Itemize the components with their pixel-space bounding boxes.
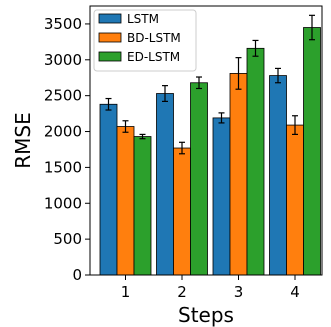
bar-ed-lstm-step-2: [190, 82, 208, 276]
error-bar-ed-lstm-step-4: [309, 14, 315, 41]
legend-swatch-lstm: [98, 13, 122, 24]
bar-ed-lstm-step-4: [303, 27, 321, 276]
legend-label-bd-lstm: BD-LSTM: [127, 31, 181, 45]
y-tick-label: 1500: [44, 158, 82, 176]
bars-layer: [99, 27, 321, 276]
bar-bd-lstm-step-1: [116, 126, 135, 276]
y-tick-label: 2000: [44, 123, 82, 141]
error-bar-bd-lstm-step-2: [179, 141, 185, 155]
error-bar-ed-lstm-step-2: [196, 76, 202, 90]
error-bar-bd-lstm-step-4: [292, 115, 298, 136]
error-bar-bd-lstm-step-3: [235, 57, 242, 90]
legend-swatch-bd-lstm: [98, 32, 122, 43]
legend-swatch-ed-lstm: [98, 51, 122, 62]
error-bars-layer: [105, 14, 315, 155]
x-axis: 1 2 3 4: [121, 275, 300, 301]
legend-label-ed-lstm: ED-LSTM: [127, 50, 180, 64]
x-tick-label: 2: [177, 283, 187, 301]
legend-label-lstm: LSTM: [127, 12, 159, 26]
y-axis-label: RMSE: [11, 112, 35, 168]
error-bar-lstm-step-4: [275, 67, 281, 84]
error-bar-ed-lstm-step-3: [252, 39, 259, 57]
y-tick-label: 3500: [44, 15, 82, 33]
x-tick-label: 4: [290, 283, 300, 301]
bar-bd-lstm-step-2: [173, 147, 191, 276]
x-tick-label: 1: [121, 283, 131, 301]
bar-ed-lstm-step-1: [133, 136, 152, 276]
y-tick-label: 2500: [44, 87, 82, 105]
error-bar-lstm-step-1: [105, 97, 112, 111]
bar-lstm-step-1: [99, 103, 118, 276]
x-axis-label: Steps: [178, 303, 234, 327]
bar-lstm-step-4: [269, 75, 287, 276]
y-tick-label: 0: [72, 266, 82, 284]
bar-lstm-step-3: [212, 117, 231, 276]
x-tick-label: 3: [234, 283, 244, 301]
y-axis: 0 500 1000 1500 2000 2500 3000 3500: [44, 15, 90, 284]
y-tick-label: 1000: [44, 194, 82, 212]
error-bar-bd-lstm-step-1: [122, 120, 129, 133]
bar-bd-lstm-step-4: [286, 124, 304, 276]
legend: LSTM BD-LSTM ED-LSTM: [93, 9, 197, 72]
y-tick-label: 500: [53, 230, 82, 248]
bar-bd-lstm-step-3: [229, 73, 248, 276]
error-bar-lstm-step-3: [218, 112, 225, 124]
bar-lstm-step-2: [156, 93, 174, 276]
error-bar-lstm-step-2: [162, 85, 168, 103]
bar-ed-lstm-step-3: [246, 47, 265, 276]
y-tick-label: 3000: [44, 51, 82, 69]
plot-frame: [89, 5, 323, 276]
error-bar-ed-lstm-step-1: [139, 133, 146, 140]
